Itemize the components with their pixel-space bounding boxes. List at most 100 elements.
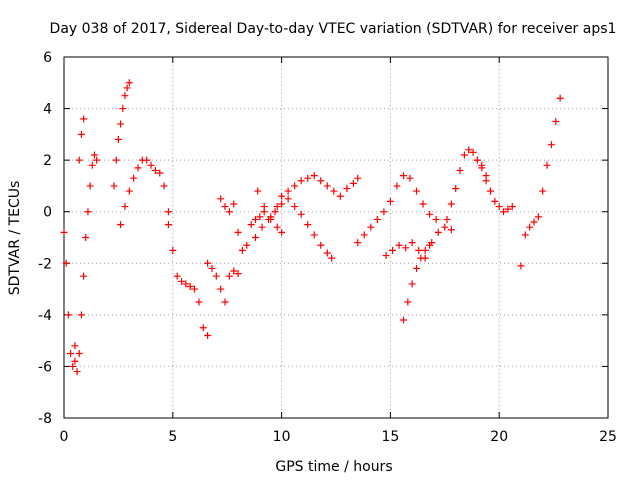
data-point bbox=[413, 187, 421, 195]
data-point bbox=[64, 311, 72, 319]
data-point bbox=[121, 92, 129, 100]
data-point bbox=[278, 200, 286, 208]
data-point bbox=[343, 185, 351, 193]
data-point bbox=[323, 249, 331, 257]
data-point bbox=[247, 221, 255, 229]
data-point bbox=[225, 272, 233, 280]
data-point bbox=[169, 246, 177, 254]
series-hump-1 bbox=[117, 156, 172, 229]
data-point bbox=[173, 272, 181, 280]
series-early-rise bbox=[75, 115, 88, 164]
x-tick-label: 20 bbox=[490, 429, 508, 445]
data-point bbox=[271, 208, 279, 216]
series-dip-16 bbox=[399, 241, 434, 324]
axis-ticks bbox=[63, 56, 609, 419]
data-point bbox=[491, 197, 499, 205]
x-tick-labels: 0 5 10 15 20 25 bbox=[60, 429, 617, 445]
data-point bbox=[291, 182, 299, 190]
data-point bbox=[195, 298, 203, 306]
data-point bbox=[328, 254, 336, 262]
data-point bbox=[121, 203, 129, 211]
series-after-gap-a bbox=[354, 172, 440, 247]
data-point bbox=[182, 280, 190, 288]
data-point bbox=[117, 120, 125, 128]
data-point bbox=[164, 221, 172, 229]
data-point bbox=[93, 156, 101, 164]
data-point bbox=[486, 187, 494, 195]
data-point bbox=[191, 285, 199, 293]
data-point bbox=[504, 205, 512, 213]
series-peak-1 bbox=[110, 79, 133, 190]
data-point bbox=[67, 350, 75, 358]
data-point bbox=[77, 311, 85, 319]
data-point bbox=[354, 174, 362, 182]
data-point bbox=[73, 368, 81, 376]
data-point bbox=[304, 221, 312, 229]
data-point bbox=[530, 218, 538, 226]
data-point bbox=[500, 208, 508, 216]
data-point bbox=[273, 223, 281, 231]
data-point bbox=[238, 246, 246, 254]
data-point bbox=[204, 259, 212, 267]
plot-frame bbox=[63, 56, 609, 419]
series-cluster-7 bbox=[204, 259, 242, 306]
data-point bbox=[284, 195, 292, 203]
data-point bbox=[230, 200, 238, 208]
data-point bbox=[130, 174, 138, 182]
data-point bbox=[482, 172, 490, 180]
grid bbox=[64, 57, 608, 418]
data-point bbox=[71, 342, 79, 350]
data-point bbox=[478, 161, 486, 169]
data-point bbox=[151, 166, 159, 174]
data-point bbox=[278, 228, 286, 236]
data-point bbox=[547, 141, 555, 149]
data-point bbox=[408, 280, 416, 288]
data-point bbox=[417, 254, 425, 262]
data-point bbox=[413, 264, 421, 272]
series-after-gap-b bbox=[382, 223, 455, 262]
data-point bbox=[402, 244, 410, 252]
data-point bbox=[443, 215, 451, 223]
data-point bbox=[251, 215, 259, 223]
data-point bbox=[84, 208, 92, 216]
data-point bbox=[86, 182, 94, 190]
data-point bbox=[147, 161, 155, 169]
data-point bbox=[204, 331, 212, 339]
data-point bbox=[110, 182, 118, 190]
data-point bbox=[426, 241, 434, 249]
data-point bbox=[389, 246, 397, 254]
data-point bbox=[77, 130, 85, 138]
data-point bbox=[143, 156, 151, 164]
series-cluster-7b bbox=[217, 195, 251, 254]
data-points bbox=[60, 79, 564, 376]
series-early-dip-2 bbox=[71, 151, 101, 376]
data-point bbox=[80, 115, 88, 123]
y-tick-label: -8 bbox=[38, 411, 52, 427]
data-point bbox=[373, 215, 381, 223]
data-point bbox=[447, 200, 455, 208]
data-point bbox=[421, 246, 429, 254]
data-point bbox=[69, 362, 77, 370]
data-point bbox=[310, 172, 318, 180]
data-point bbox=[304, 174, 312, 182]
data-point bbox=[517, 262, 525, 270]
data-point bbox=[317, 177, 325, 185]
data-point bbox=[354, 239, 362, 247]
series-mid-a bbox=[247, 172, 362, 229]
data-point bbox=[284, 187, 292, 195]
y-tick-label: 6 bbox=[43, 50, 52, 66]
data-point bbox=[273, 203, 281, 211]
y-tick-labels: -8 -6 -4 -2 0 2 4 6 bbox=[38, 50, 52, 427]
data-point bbox=[117, 221, 125, 229]
y-tick-label: -6 bbox=[38, 359, 52, 375]
data-point bbox=[534, 213, 542, 221]
data-point bbox=[230, 267, 238, 275]
data-point bbox=[123, 84, 131, 92]
data-point bbox=[539, 187, 547, 195]
data-point bbox=[82, 234, 90, 241]
data-point bbox=[134, 164, 142, 172]
y-tick-label: 4 bbox=[43, 102, 52, 118]
data-point bbox=[243, 241, 251, 249]
data-point bbox=[278, 192, 286, 200]
